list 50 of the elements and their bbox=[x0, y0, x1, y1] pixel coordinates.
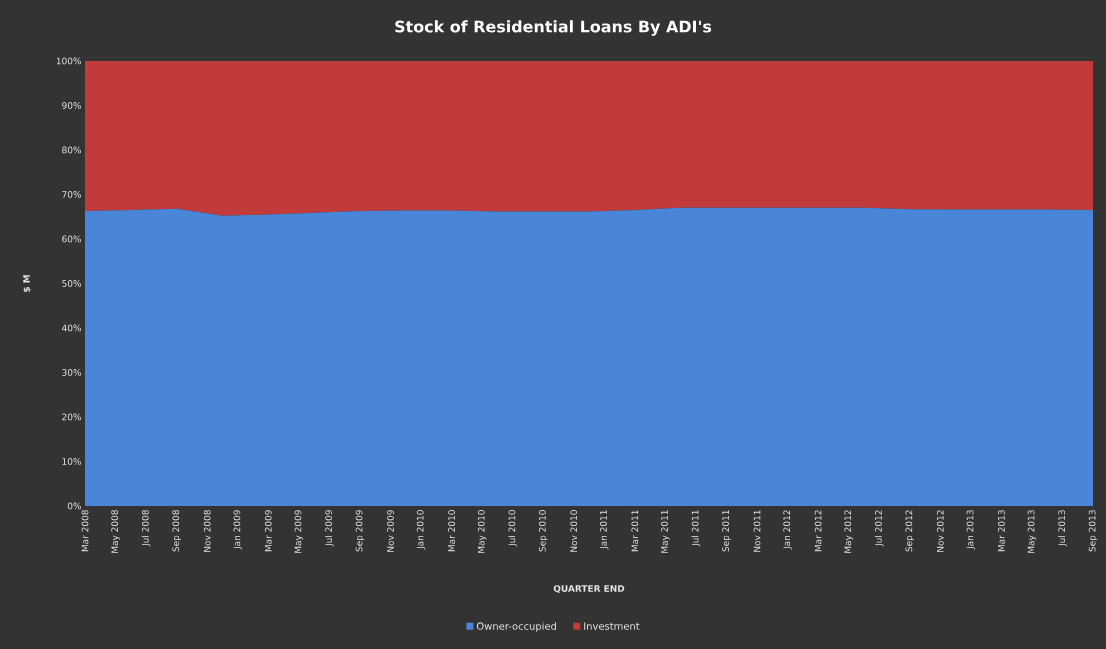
x-tick-label: Jul 2009 bbox=[325, 510, 334, 547]
chart-title: Stock of Residential Loans By ADI's bbox=[395, 20, 712, 36]
x-tick-label: Sep 2012 bbox=[905, 510, 914, 552]
x-tick-label: Mar 2011 bbox=[631, 510, 639, 552]
x-tick-label: Sep 2013 bbox=[1088, 510, 1098, 552]
x-tick-label: Jan 2013 bbox=[966, 510, 976, 550]
x-tick-label: Mar 2012 bbox=[814, 510, 822, 552]
y-tick-label: 100% bbox=[56, 57, 81, 65]
y-tick-label: 50% bbox=[62, 280, 81, 287]
x-tick-label: Jan 2011 bbox=[600, 510, 609, 550]
y-tick-label: 40% bbox=[62, 324, 81, 332]
legend-label: Investment bbox=[584, 622, 640, 630]
y-tick-label: 0% bbox=[67, 502, 81, 510]
x-tick-label: May 2010 bbox=[477, 510, 487, 553]
y-tick-label: 30% bbox=[62, 369, 81, 376]
y-tick-label: 70% bbox=[62, 191, 81, 198]
y-tick-label: 90% bbox=[62, 102, 81, 109]
x-tick-label: Mar 2009 bbox=[264, 510, 272, 552]
x-tick-label: Nov 2012 bbox=[936, 510, 944, 552]
x-tick-label: Jan 2009 bbox=[233, 510, 242, 550]
x-tick-label: Jul 2012 bbox=[874, 510, 884, 547]
x-tick-label: Sep 2011 bbox=[722, 510, 731, 552]
x-tick-label: Sep 2008 bbox=[172, 510, 181, 552]
x-tick-label: Jan 2012 bbox=[783, 510, 792, 550]
x-tick-label: Jul 2011 bbox=[691, 510, 701, 547]
x-tick-label: Jul 2008 bbox=[141, 510, 151, 547]
x-tick-label: Nov 2011 bbox=[753, 510, 761, 552]
y-tick-label: 60% bbox=[62, 235, 81, 243]
x-tick-label: Sep 2009 bbox=[355, 510, 365, 552]
x-tick-label: May 2009 bbox=[294, 510, 304, 553]
x-tick-label: May 2013 bbox=[1027, 510, 1037, 553]
x-tick-label: Mar 2013 bbox=[997, 510, 1005, 552]
x-tick-label: Jan 2010 bbox=[416, 510, 426, 550]
x-tick-label: May 2008 bbox=[111, 510, 120, 553]
y-tick-label: 80% bbox=[62, 146, 81, 154]
y-tick-label: 20% bbox=[62, 413, 81, 421]
legend-label: Owner-occupied bbox=[476, 622, 557, 632]
y-tick-label: 10% bbox=[62, 458, 81, 465]
x-axis-title: QUARTER END bbox=[553, 585, 625, 594]
x-tick-label: Nov 2010 bbox=[570, 510, 578, 552]
x-tick-label: Jul 2013 bbox=[1058, 510, 1067, 547]
x-tick-label: Sep 2010 bbox=[538, 510, 548, 552]
y-axis-title: $ M bbox=[22, 275, 32, 292]
x-tick-label: Jul 2010 bbox=[508, 510, 517, 547]
x-tick-label: Mar 2008 bbox=[81, 510, 89, 552]
x-tick-label: Nov 2008 bbox=[203, 510, 211, 552]
x-tick-label: Nov 2009 bbox=[387, 510, 394, 552]
x-tick-label: May 2011 bbox=[661, 510, 670, 553]
x-tick-label: May 2012 bbox=[844, 510, 853, 553]
x-tick-label: Mar 2010 bbox=[448, 510, 455, 552]
